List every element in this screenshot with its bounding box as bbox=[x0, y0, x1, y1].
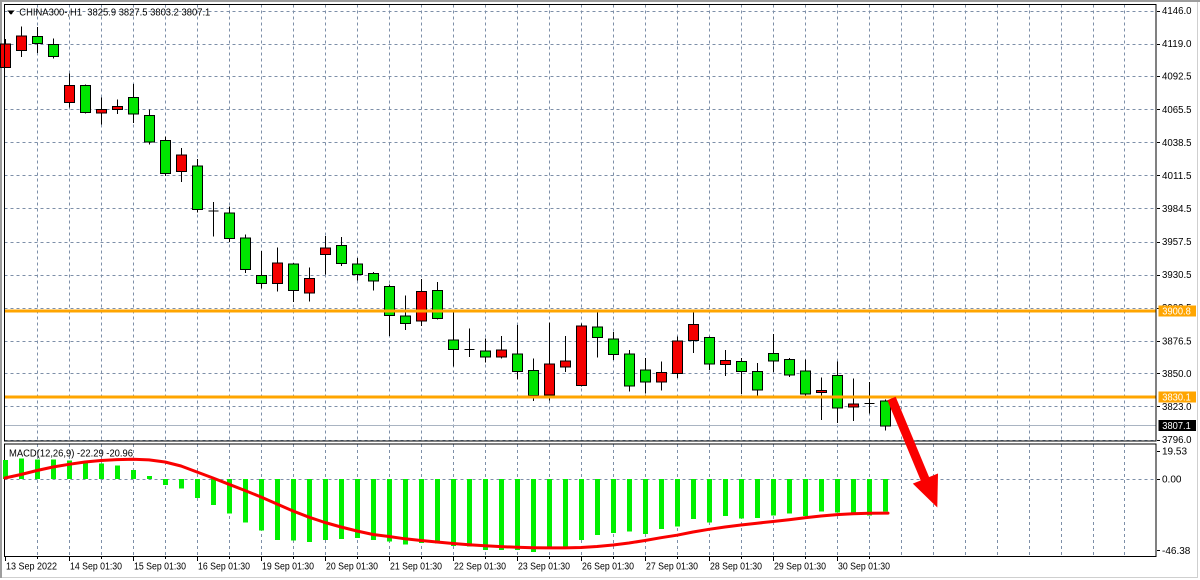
svg-text:3807.1: 3807.1 bbox=[1162, 421, 1191, 432]
svg-text:19 Sep 01:30: 19 Sep 01:30 bbox=[262, 562, 314, 573]
svg-text:4119.0: 4119.0 bbox=[1162, 39, 1192, 50]
svg-text:15 Sep 01:30: 15 Sep 01:30 bbox=[134, 562, 186, 573]
svg-text:30 Sep 01:30: 30 Sep 01:30 bbox=[838, 562, 890, 573]
svg-text:MACD(12,26,9) -22.29 -20.96: MACD(12,26,9) -22.29 -20.96 bbox=[9, 449, 133, 460]
svg-text:3876.5: 3876.5 bbox=[1162, 336, 1192, 347]
svg-text:4092.5: 4092.5 bbox=[1162, 72, 1192, 83]
svg-text:4065.5: 4065.5 bbox=[1162, 105, 1192, 116]
svg-text:27 Sep 01:30: 27 Sep 01:30 bbox=[646, 562, 698, 573]
svg-text:28 Sep 01:30: 28 Sep 01:30 bbox=[710, 562, 762, 573]
svg-text:13 Sep 2022: 13 Sep 2022 bbox=[6, 562, 57, 573]
svg-text:14 Sep 01:30: 14 Sep 01:30 bbox=[70, 562, 122, 573]
svg-text:4038.5: 4038.5 bbox=[1162, 138, 1192, 149]
svg-text:29 Sep 01:30: 29 Sep 01:30 bbox=[774, 562, 826, 573]
svg-text:26 Sep 01:30: 26 Sep 01:30 bbox=[582, 562, 634, 573]
svg-text:0.00: 0.00 bbox=[1162, 474, 1182, 485]
svg-text:21 Sep 01:30: 21 Sep 01:30 bbox=[390, 562, 442, 573]
svg-text:22 Sep 01:30: 22 Sep 01:30 bbox=[454, 562, 506, 573]
svg-text:19.53: 19.53 bbox=[1162, 447, 1187, 458]
svg-text:23 Sep 01:30: 23 Sep 01:30 bbox=[518, 562, 570, 573]
svg-text:3957.5: 3957.5 bbox=[1162, 237, 1192, 248]
svg-text:3830.1: 3830.1 bbox=[1162, 393, 1191, 404]
svg-text:3984.5: 3984.5 bbox=[1162, 204, 1192, 215]
svg-text:CHINA300-,H1 3825.9 3827.5 38: CHINA300-,H1 3825.9 3827.5 3803.2 3807.1 bbox=[19, 7, 210, 19]
svg-text:3900.8: 3900.8 bbox=[1162, 307, 1191, 318]
svg-text:3850.0: 3850.0 bbox=[1162, 369, 1192, 380]
svg-text:3796.0: 3796.0 bbox=[1162, 435, 1192, 446]
svg-text:3823.0: 3823.0 bbox=[1162, 402, 1192, 413]
svg-text:16 Sep 01:30: 16 Sep 01:30 bbox=[198, 562, 250, 573]
svg-text:4011.5: 4011.5 bbox=[1162, 171, 1192, 182]
svg-text:4146.0: 4146.0 bbox=[1162, 6, 1192, 17]
svg-text:20 Sep 01:30: 20 Sep 01:30 bbox=[326, 562, 378, 573]
svg-text:3930.5: 3930.5 bbox=[1162, 270, 1192, 281]
svg-text:-46.38: -46.38 bbox=[1162, 546, 1191, 557]
